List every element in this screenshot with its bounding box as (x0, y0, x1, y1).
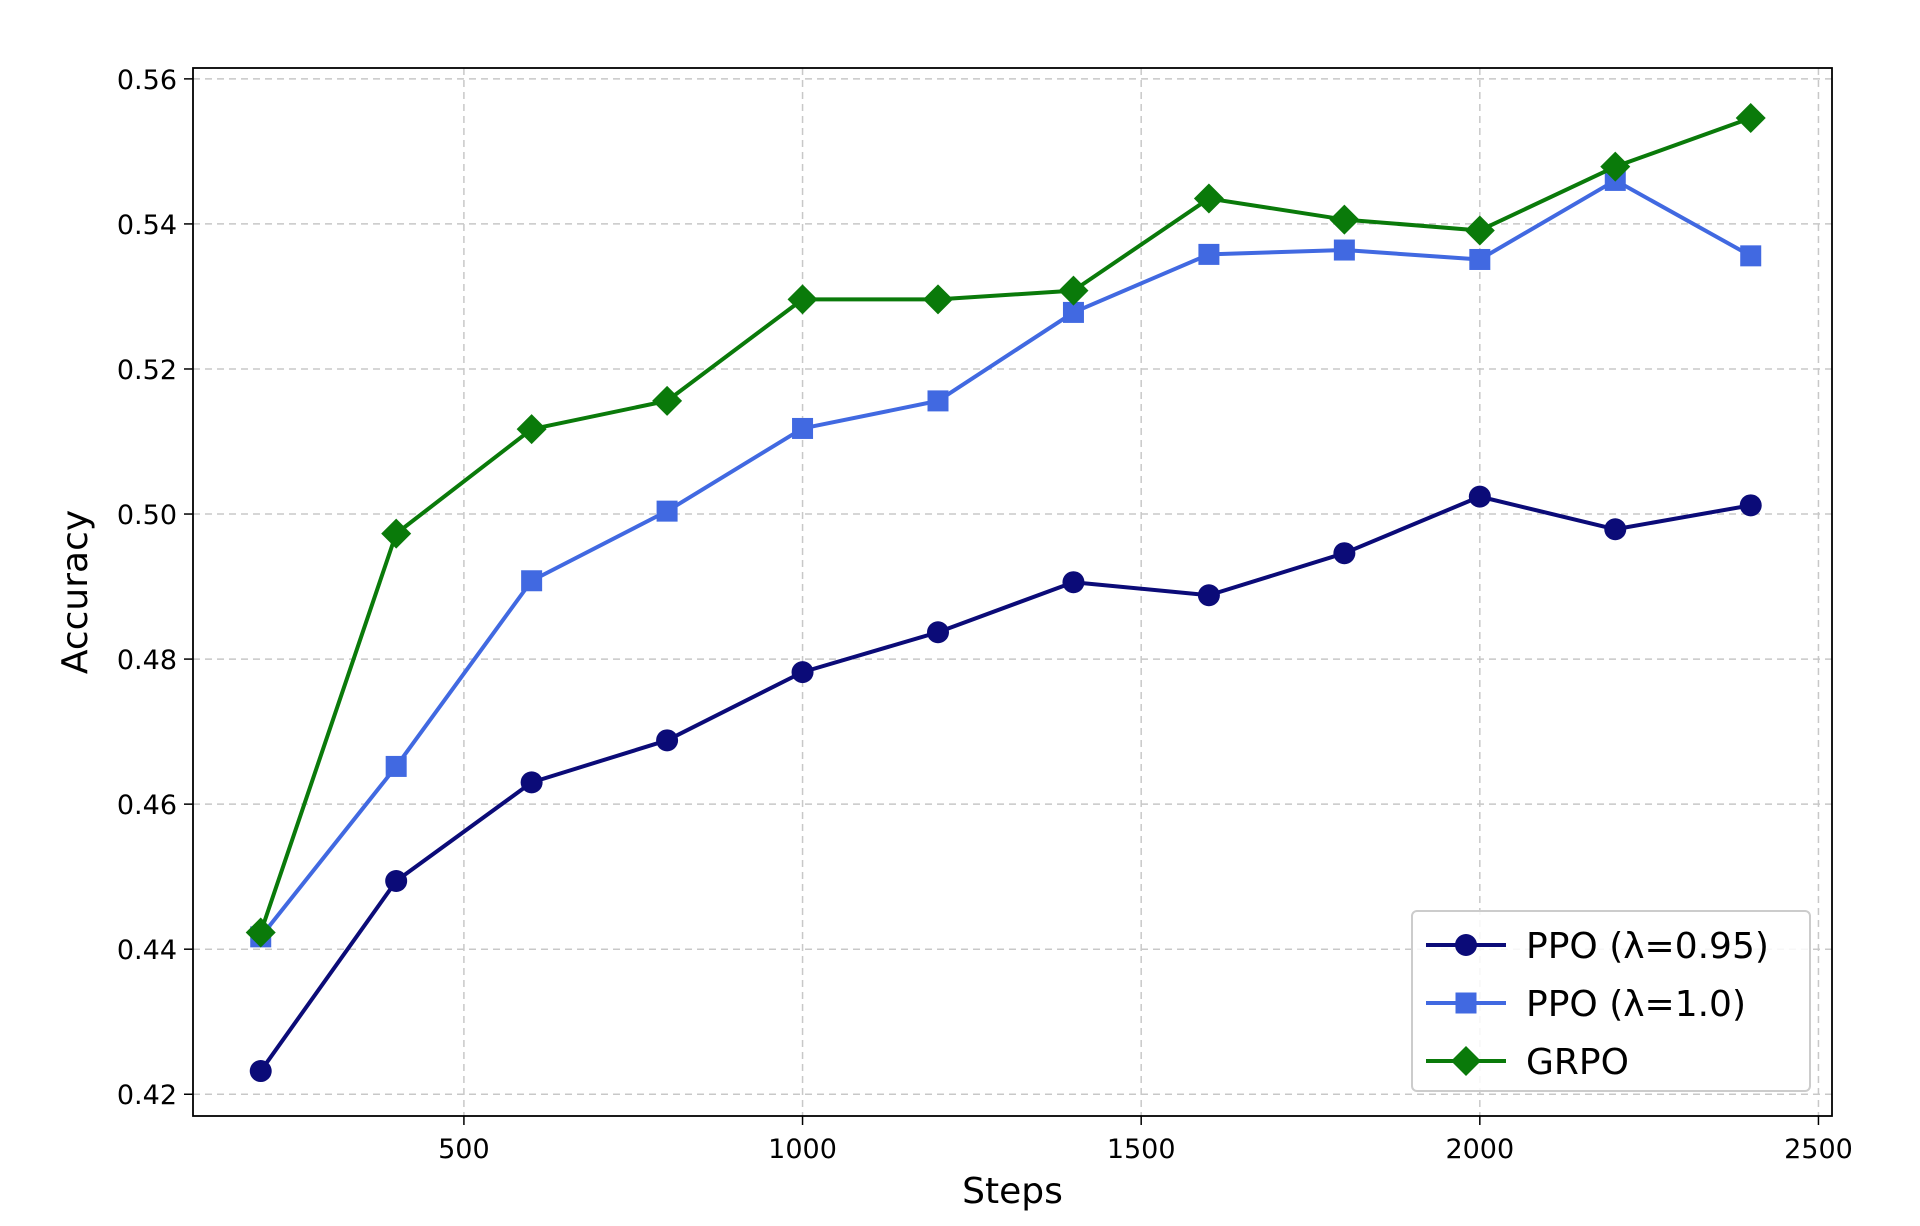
y-tick-label: 0.44 (117, 935, 177, 966)
legend: PPO (λ=0.95) PPO (λ=1.0) GRPO (1411, 910, 1811, 1092)
y-tick-label: 0.56 (117, 65, 177, 96)
data-point-circle (1197, 584, 1220, 607)
data-point-square (1740, 245, 1762, 267)
data-point-diamond (245, 917, 276, 948)
legend-label: PPO (λ=0.95) (1526, 926, 1769, 967)
data-point-circle (249, 1060, 272, 1083)
x-tick-label: 1000 (768, 1134, 837, 1165)
data-point-square (927, 390, 949, 412)
data-point-square (792, 417, 814, 439)
series-3 (245, 103, 1766, 948)
data-point-diamond (1600, 151, 1631, 182)
data-point-circle (1739, 494, 1762, 517)
data-point-circle (927, 621, 949, 644)
data-point-square (1198, 243, 1220, 265)
legend-box (1411, 910, 1811, 1092)
data-point-diamond (381, 518, 412, 549)
x-tick-label: 1500 (1107, 1134, 1176, 1165)
y-tick-label: 0.42 (117, 1080, 177, 1111)
y-tick-label: 0.48 (117, 645, 177, 676)
legend-item: GRPO (1426, 1042, 1629, 1083)
y-tick-label: 0.52 (117, 355, 177, 386)
data-point-diamond (516, 414, 547, 445)
data-point-square (656, 500, 678, 522)
legend-label: PPO (λ=1.0) (1526, 984, 1746, 1025)
data-point-diamond (1058, 275, 1089, 306)
data-point-square (521, 570, 543, 592)
axis-ticks: 500 1000 1500 2000 2500 0.42 0.44 0.46 0.48 0.50 0… (117, 65, 1853, 1165)
data-point-square (385, 755, 407, 777)
data-point-circle (1468, 485, 1491, 508)
data-point-circle (385, 870, 408, 893)
data-point-diamond (787, 284, 818, 315)
series-1 (249, 485, 1762, 1083)
data-point-circle (656, 729, 679, 752)
data-point-circle (520, 771, 543, 794)
data-point-diamond (652, 385, 683, 416)
data-point-diamond (1464, 215, 1495, 246)
y-tick-label: 0.46 (117, 790, 177, 821)
data-point-circle (1062, 571, 1085, 594)
y-axis-label: Accuracy (55, 510, 96, 674)
data-point-diamond (1329, 204, 1360, 235)
data-point-square (1469, 248, 1491, 270)
data-point-diamond (1193, 183, 1224, 214)
data-point-square (1333, 239, 1355, 261)
series-line (259, 178, 1752, 939)
series-line (258, 116, 1752, 934)
y-tick-label: 0.50 (117, 500, 177, 531)
x-tick-label: 2000 (1445, 1134, 1514, 1165)
data-point-circle (1604, 518, 1627, 541)
x-tick-label: 2500 (1784, 1134, 1853, 1165)
x-axis-label: Steps (962, 1171, 1063, 1212)
series-line (259, 494, 1752, 1073)
data-point-square (1062, 301, 1084, 323)
legend-item: PPO (λ=1.0) (1426, 984, 1746, 1025)
y-tick-label: 0.54 (117, 210, 177, 241)
data-point-circle (1333, 542, 1356, 565)
series-layer (245, 103, 1766, 1083)
legend-label: GRPO (1526, 1042, 1629, 1083)
legend-marker-square (1455, 992, 1477, 1014)
legend-marker-diamond (1451, 1046, 1481, 1076)
legend-item: PPO (λ=0.95) (1426, 926, 1769, 967)
data-point-diamond (1735, 103, 1766, 134)
data-point-circle (791, 661, 814, 684)
legend-marker-circle (1455, 934, 1477, 956)
plot-frame (192, 67, 1833, 1117)
x-tick-label: 500 (438, 1134, 490, 1165)
data-point-diamond (923, 284, 953, 315)
